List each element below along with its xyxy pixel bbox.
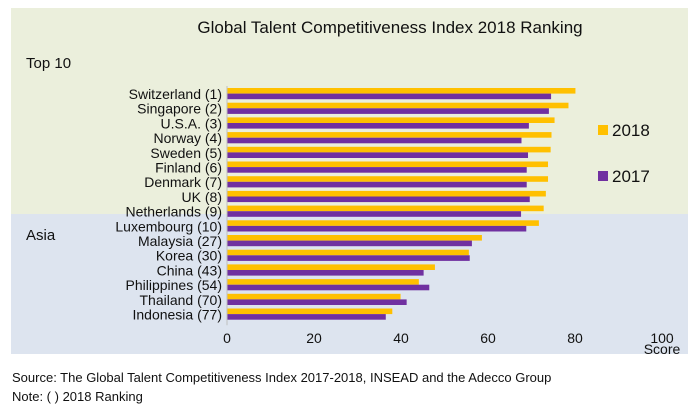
x-tick-60: 60: [480, 330, 496, 346]
category-label-philippines-54: Philippines (54): [126, 277, 223, 293]
category-label-malaysia-27: Malaysia (27): [138, 233, 222, 249]
bar-2018-denmark-7: [227, 176, 549, 182]
category-label-luxembourg-10: Luxembourg (10): [115, 218, 222, 234]
bar-2017-uk-8: [227, 196, 530, 203]
bar-2018-thailand-70: [227, 293, 401, 300]
bar-2018-philippines-54: [227, 279, 419, 285]
chart-title: Global Talent Competitiveness Index 2018…: [197, 18, 582, 37]
category-label-finland-6: Finland (6): [155, 160, 222, 176]
bar-2018-korea-30: [227, 249, 469, 256]
legend: 2018 2017: [598, 121, 650, 186]
category-label-singapore-2: Singapore (2): [137, 101, 222, 117]
bar-2018-malaysia-27: [227, 235, 482, 241]
bar-2018-u-s-a-3: [227, 117, 555, 123]
bar-2018-singapore-2: [227, 102, 569, 109]
plot-area: Switzerland (1)Singapore (2)U.S.A. (3)No…: [115, 86, 674, 346]
ranking-note: Note: ( ) 2018 Ranking: [12, 389, 143, 404]
x-axis-label: Score: [644, 341, 681, 357]
x-tick-100: 100: [650, 330, 674, 346]
category-label-denmark-7: Denmark (7): [144, 174, 222, 190]
bar-2017-indonesia-77: [227, 314, 386, 320]
bar-2017-netherlands-9: [227, 211, 522, 217]
bar-2018-switzerland-1: [227, 88, 576, 94]
x-tick-80: 80: [567, 330, 583, 346]
category-label-thailand-70: Thailand (70): [140, 292, 223, 308]
bar-2017-switzerland-1: [227, 93, 552, 100]
category-label-netherlands-9: Netherlands (9): [126, 204, 223, 220]
category-label-uk-8: UK (8): [182, 189, 222, 205]
bar-2017-singapore-2: [227, 108, 549, 114]
bar-2018-uk-8: [227, 190, 546, 197]
x-tick-0: 0: [223, 330, 231, 346]
category-label-sweden-5: Sweden (5): [150, 145, 222, 161]
bar-2018-luxembourg-10: [227, 220, 539, 226]
bar-2017-finland-6: [227, 167, 527, 173]
category-label-indonesia-77: Indonesia (77): [132, 307, 222, 323]
bar-2017-sweden-5: [227, 152, 529, 158]
bar-2017-norway-4: [227, 137, 522, 144]
legend-swatch-2017: [598, 171, 608, 181]
x-tick-40: 40: [393, 330, 409, 346]
bar-2017-china-43: [227, 270, 424, 276]
category-label-norway-4: Norway (4): [154, 130, 222, 146]
bar-2018-sweden-5: [227, 146, 551, 153]
bar-2017-luxembourg-10: [227, 225, 527, 232]
source-note: Source: The Global Talent Competitivenes…: [12, 370, 552, 385]
group-label-asia: Asia: [26, 227, 56, 244]
bar-2018-indonesia-77: [227, 308, 393, 315]
bar-2018-china-43: [227, 264, 435, 270]
legend-swatch-2018: [598, 125, 608, 135]
bar-2017-u-s-a-3: [227, 123, 529, 129]
bar-2018-norway-4: [227, 132, 552, 138]
legend-label-2017: 2017: [612, 167, 650, 186]
bar-2018-netherlands-9: [227, 205, 544, 212]
category-label-u-s-a-3: U.S.A. (3): [161, 115, 222, 131]
bar-2017-korea-30: [227, 255, 470, 261]
group-label-top10: Top 10: [26, 55, 71, 72]
bar-2018-finland-6: [227, 161, 549, 168]
category-label-korea-30: Korea (30): [156, 248, 222, 264]
bar-2017-denmark-7: [227, 181, 527, 188]
footer: Source: The Global Talent Competitivenes…: [12, 368, 551, 406]
bar-2017-thailand-70: [227, 299, 407, 305]
bar-2017-philippines-54: [227, 284, 430, 291]
category-label-switzerland-1: Switzerland (1): [129, 86, 222, 102]
category-label-china-43: China (43): [157, 262, 222, 278]
legend-label-2018: 2018: [612, 121, 650, 140]
bar-2017-malaysia-27: [227, 240, 472, 247]
x-tick-20: 20: [306, 330, 322, 346]
